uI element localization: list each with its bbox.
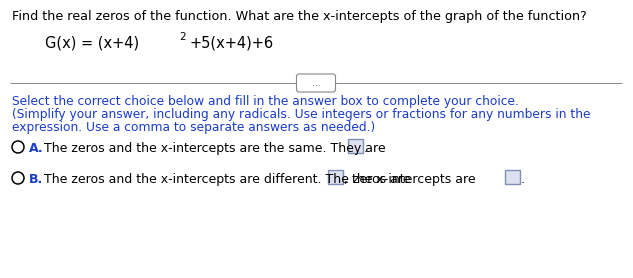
Text: ...: ... bbox=[311, 78, 320, 88]
FancyBboxPatch shape bbox=[296, 74, 335, 92]
Text: +5(x+4)+6: +5(x+4)+6 bbox=[189, 36, 273, 51]
Text: expression. Use a comma to separate answers as needed.): expression. Use a comma to separate answ… bbox=[12, 121, 375, 134]
Text: 2: 2 bbox=[180, 32, 186, 42]
Text: , the x-intercepts are: , the x-intercepts are bbox=[344, 173, 475, 186]
FancyBboxPatch shape bbox=[348, 139, 363, 153]
Text: .: . bbox=[521, 173, 525, 186]
FancyBboxPatch shape bbox=[505, 170, 520, 184]
Text: G(x) = (x+4): G(x) = (x+4) bbox=[45, 36, 139, 51]
Text: B.: B. bbox=[29, 173, 43, 186]
Text: The zeros and the x-intercepts are the same. They are: The zeros and the x-intercepts are the s… bbox=[44, 142, 385, 155]
FancyBboxPatch shape bbox=[328, 170, 343, 184]
Text: .: . bbox=[364, 142, 368, 155]
Text: The zeros and the x-intercepts are different. The zeros are: The zeros and the x-intercepts are diffe… bbox=[44, 173, 410, 186]
Text: Find the real zeros of the function. What are the x-intercepts of the graph of t: Find the real zeros of the function. Wha… bbox=[12, 10, 587, 23]
Text: A.: A. bbox=[29, 142, 44, 155]
Text: (Simplify your answer, including any radicals. Use integers or fractions for any: (Simplify your answer, including any rad… bbox=[12, 108, 591, 121]
Text: Select the correct choice below and fill in the answer box to complete your choi: Select the correct choice below and fill… bbox=[12, 95, 519, 108]
